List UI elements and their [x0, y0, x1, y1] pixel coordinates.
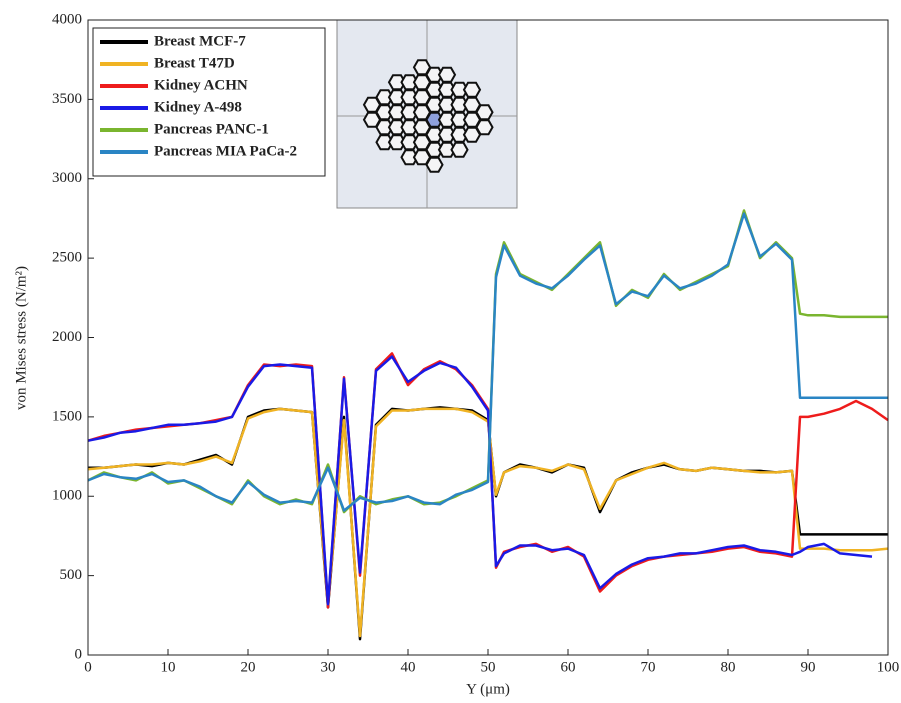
y-tick-label: 500	[60, 567, 83, 583]
inset-hexagon	[477, 120, 493, 134]
x-tick-label: 0	[84, 659, 92, 675]
x-tick-label: 20	[241, 659, 256, 675]
y-tick-label: 1500	[52, 408, 82, 424]
x-tick-label: 90	[801, 659, 816, 675]
legend-label: Pancreas MIA PaCa-2	[154, 143, 297, 159]
series-line	[88, 357, 872, 605]
legend: Breast MCF-7 Breast T47D Kidney ACHN Kidney…	[93, 28, 325, 176]
legend-label: Pancreas PANC-1	[154, 121, 269, 137]
y-tick-label: 2000	[52, 329, 82, 345]
inset-hexagon	[477, 105, 493, 119]
x-tick-label: 70	[641, 659, 656, 675]
y-tick-label: 4000	[52, 11, 82, 27]
inset-hexagon	[452, 143, 468, 157]
y-tick-label: 2500	[52, 250, 82, 266]
inset-hexagon	[427, 158, 443, 172]
x-tick-label: 40	[401, 659, 416, 675]
x-tick-label: 10	[161, 659, 176, 675]
y-tick-label: 1000	[52, 488, 82, 504]
legend-label: Kidney A-498	[154, 99, 242, 115]
series-line	[88, 409, 888, 636]
y-tick-label: 3000	[52, 170, 82, 186]
inset-hexagon	[439, 68, 455, 82]
series-line	[88, 214, 888, 511]
x-tick-label: 80	[721, 659, 736, 675]
x-tick-label: 30	[321, 659, 336, 675]
inset-hexagon	[464, 83, 480, 97]
page: {"chart_data": {"type": "line", "xlabel"…	[0, 0, 901, 703]
legend-label: Kidney ACHN	[154, 77, 248, 93]
inset-image	[337, 20, 517, 208]
chart: Y (μm) von Mises stress (N/m²) 0 10 20 30 40…	[0, 0, 901, 703]
legend-label: Breast T47D	[154, 55, 235, 71]
x-axis-label: Y (μm)	[466, 681, 510, 697]
y-tick-label: 3500	[52, 91, 82, 107]
x-tick-label: 50	[481, 659, 496, 675]
x-tick-label: 60	[561, 659, 576, 675]
y-axis-label: von Mises stress (N/m²)	[13, 266, 29, 410]
series-line	[88, 407, 888, 639]
x-tick-label: 100	[877, 659, 900, 675]
legend-label: Breast MCF-7	[154, 33, 246, 49]
y-tick-label: 0	[75, 646, 83, 662]
